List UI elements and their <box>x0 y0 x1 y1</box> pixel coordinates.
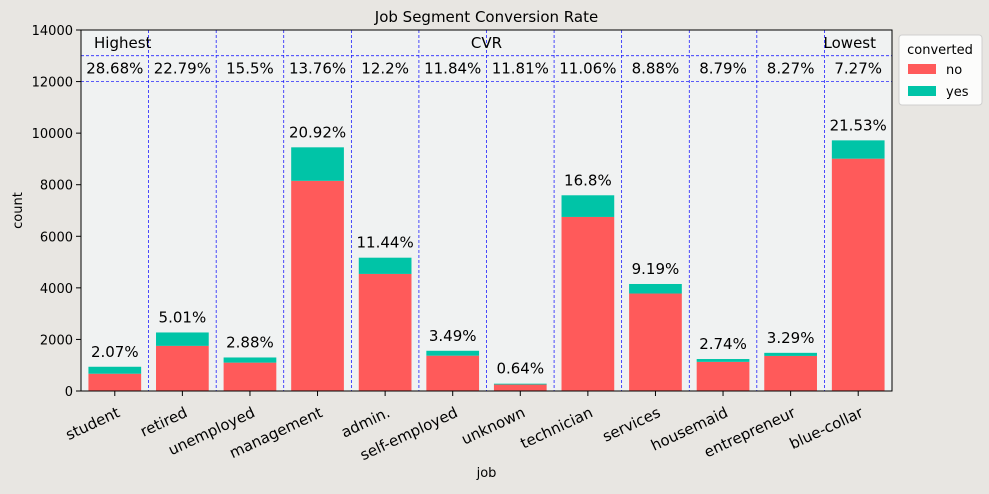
legend-swatch <box>908 86 936 96</box>
share-label: 20.92% <box>289 123 346 141</box>
bar-no <box>561 216 615 391</box>
band-right-label: Lowest <box>824 34 877 52</box>
cvr-label: 11.81% <box>492 60 549 78</box>
bar-no <box>629 293 682 391</box>
share-label: 21.53% <box>830 116 887 134</box>
bar-no <box>764 355 817 391</box>
bar-no <box>156 345 209 391</box>
y-tick-label: 4000 <box>40 282 73 297</box>
share-label: 0.64% <box>496 360 544 378</box>
bar-yes <box>88 366 142 374</box>
bar-yes <box>291 147 344 181</box>
share-label: 2.88% <box>226 333 274 351</box>
y-tick-label: 2000 <box>40 333 73 348</box>
cvr-label: 22.79% <box>154 60 211 78</box>
bar-yes <box>696 359 750 362</box>
bar-no <box>831 158 885 391</box>
legend-swatch <box>908 64 936 74</box>
bar-yes <box>358 257 412 274</box>
bar-yes <box>629 283 682 294</box>
cvr-label: 15.5% <box>226 60 274 78</box>
share-label: 9.19% <box>632 260 680 278</box>
y-tick-label: 10000 <box>32 127 73 142</box>
x-tick-label: technician <box>518 403 596 452</box>
cvr-label: 8.27% <box>767 60 815 78</box>
cvr-label: 7.27% <box>834 60 882 78</box>
band-title: CVR <box>471 34 502 52</box>
y-tick-label: 6000 <box>40 230 73 245</box>
bar-yes <box>561 195 615 217</box>
bar-no <box>291 180 344 391</box>
cvr-label: 8.88% <box>632 60 680 78</box>
y-tick-label: 0 <box>65 385 73 400</box>
bar-yes <box>426 350 480 356</box>
share-label: 2.74% <box>699 335 747 353</box>
bar-no <box>696 361 750 391</box>
y-axis-label: count <box>11 192 26 229</box>
share-label: 2.07% <box>91 343 139 361</box>
y-tick-label: 12000 <box>32 76 73 91</box>
cvr-label: 11.84% <box>424 60 481 78</box>
cvr-label: 28.68% <box>86 60 143 78</box>
share-label: 16.8% <box>564 171 612 189</box>
bar-yes <box>156 332 209 346</box>
cvr-label: 8.79% <box>699 60 747 78</box>
bar-no <box>358 273 412 391</box>
bar-no <box>493 384 547 391</box>
x-tick-label: blue-collar <box>787 403 867 453</box>
bar-yes <box>831 140 885 159</box>
y-tick-label: 14000 <box>32 24 73 39</box>
y-tick-label: 8000 <box>40 179 73 194</box>
band-left-label: Highest <box>94 34 152 52</box>
cvr-label: 13.76% <box>289 60 346 78</box>
cvr-label: 12.2% <box>361 60 409 78</box>
cvr-label: 11.06% <box>559 60 616 78</box>
x-tick-label: unknown <box>459 403 528 448</box>
bar-yes <box>493 383 547 385</box>
chart-title: Job Segment Conversion Rate <box>374 8 598 26</box>
bar-yes <box>223 357 277 363</box>
plot-frame <box>80 29 893 392</box>
bar-no <box>88 373 142 391</box>
x-axis-label: job <box>476 466 497 481</box>
x-tick-label: student <box>63 403 123 444</box>
bar-no <box>223 362 277 391</box>
share-label: 3.29% <box>767 329 815 347</box>
bar-yes <box>764 352 817 356</box>
legend-title: converted <box>907 43 973 58</box>
legend-label: no <box>946 63 962 78</box>
legend-label: yes <box>946 85 969 100</box>
bar-no <box>426 355 480 391</box>
share-label: 3.49% <box>429 327 477 345</box>
share-label: 11.44% <box>357 234 414 252</box>
share-label: 5.01% <box>159 308 207 326</box>
